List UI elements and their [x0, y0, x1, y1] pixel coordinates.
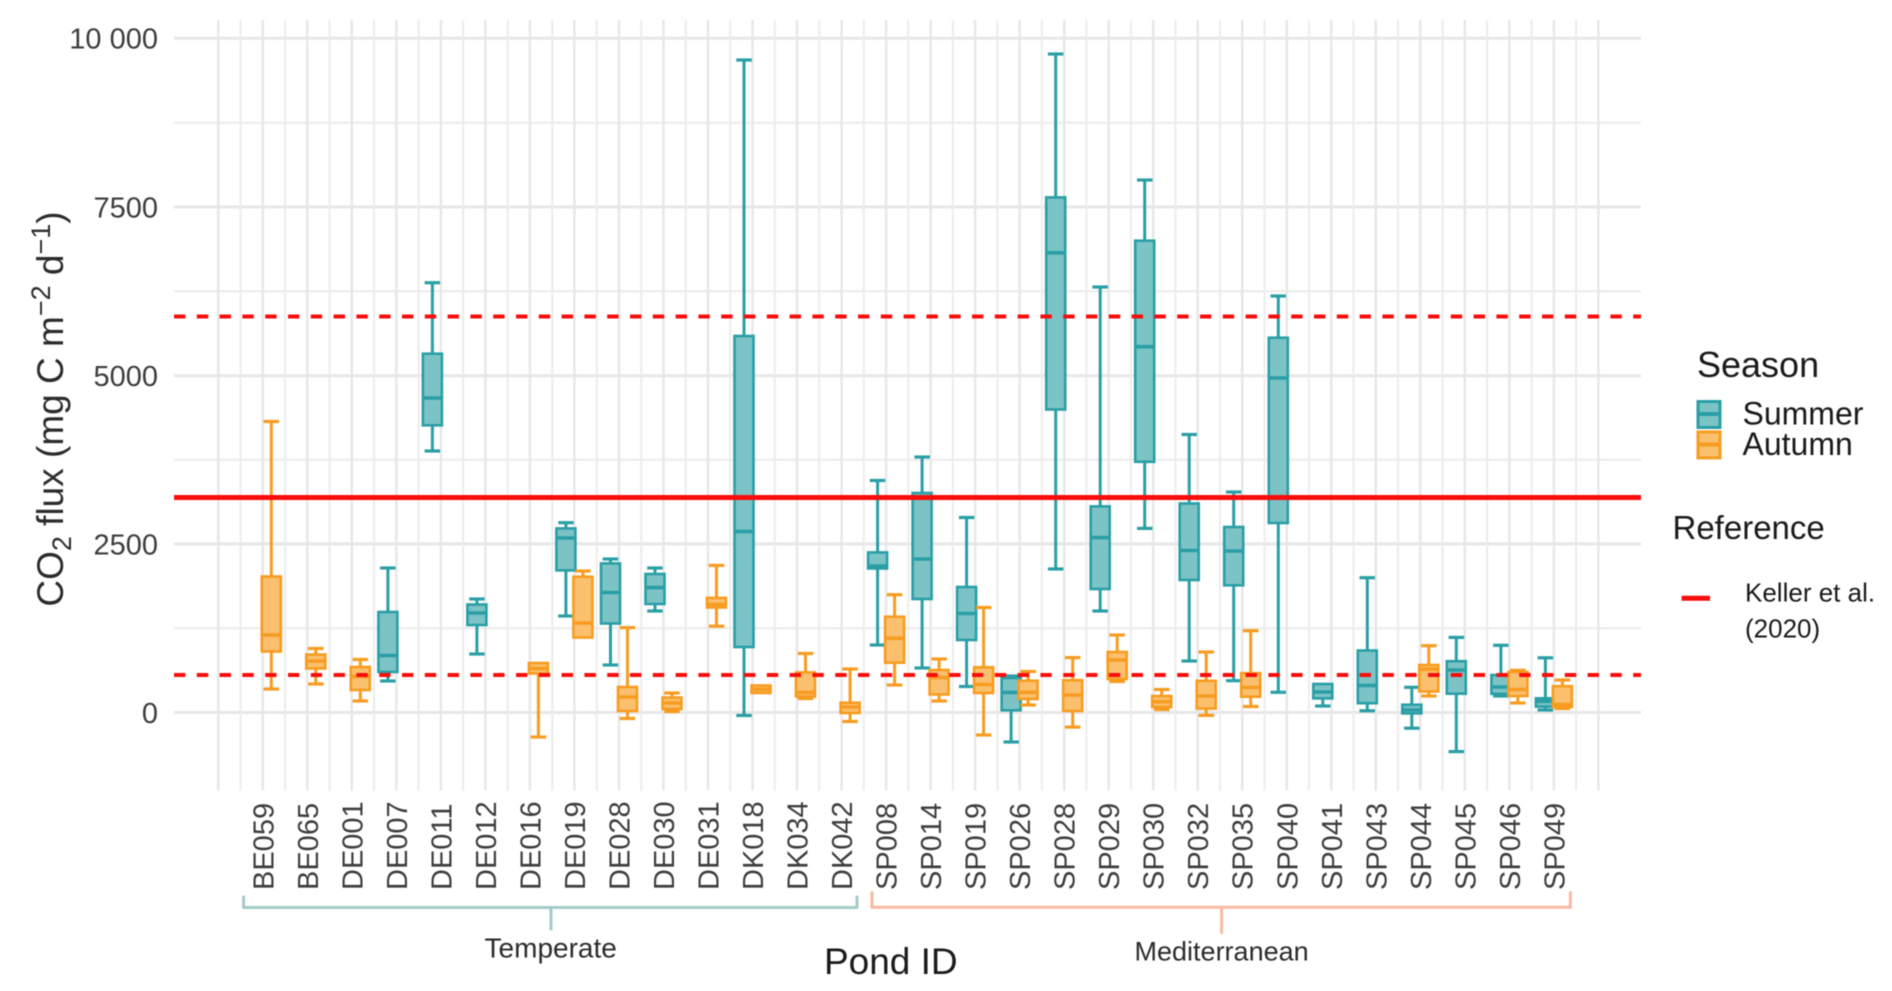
svg-text:SP049: SP049	[1539, 803, 1571, 890]
svg-text:DE011: DE011	[426, 803, 458, 890]
svg-text:(2020): (2020)	[1745, 613, 1820, 643]
svg-text:0: 0	[142, 698, 158, 730]
svg-text:SP029: SP029	[1094, 803, 1126, 890]
svg-text:DK034: DK034	[783, 801, 815, 890]
svg-text:DE019: DE019	[560, 801, 592, 890]
svg-text:Pond ID: Pond ID	[824, 941, 958, 982]
svg-text:SP043: SP043	[1361, 803, 1393, 890]
svg-text:DE031: DE031	[694, 801, 726, 890]
svg-text:DE016: DE016	[515, 801, 547, 890]
svg-text:Reference: Reference	[1673, 509, 1825, 546]
svg-text:DE012: DE012	[471, 801, 503, 890]
svg-text:DE030: DE030	[649, 801, 681, 890]
svg-text:SP044: SP044	[1406, 803, 1438, 890]
svg-text:SP045: SP045	[1450, 803, 1482, 890]
svg-text:DE028: DE028	[605, 801, 637, 890]
svg-text:DK018: DK018	[738, 801, 770, 890]
svg-text:DE007: DE007	[382, 801, 414, 890]
svg-text:10 000: 10 000	[69, 24, 158, 56]
svg-text:SP035: SP035	[1228, 803, 1260, 890]
svg-text:Summer: Summer	[1743, 396, 1864, 432]
svg-text:Autumn: Autumn	[1743, 426, 1853, 462]
svg-text:Temperate: Temperate	[485, 933, 617, 964]
svg-text:2500: 2500	[93, 529, 158, 561]
svg-text:BE059: BE059	[248, 803, 280, 890]
svg-text:SP040: SP040	[1272, 803, 1304, 890]
svg-text:DK042: DK042	[827, 801, 859, 890]
svg-text:7500: 7500	[93, 193, 158, 225]
svg-text:SP019: SP019	[961, 803, 993, 890]
svg-text:SP026: SP026	[1005, 803, 1037, 890]
svg-text:SP028: SP028	[1050, 803, 1082, 890]
svg-text:BE065: BE065	[293, 803, 325, 890]
svg-text:SP032: SP032	[1183, 803, 1215, 890]
svg-text:SP014: SP014	[916, 803, 948, 890]
svg-text:Keller et al.: Keller et al.	[1745, 578, 1875, 608]
svg-text:SP030: SP030	[1139, 803, 1171, 890]
svg-text:5000: 5000	[93, 361, 158, 393]
svg-text:SP046: SP046	[1495, 803, 1527, 890]
svg-text:SP041: SP041	[1317, 803, 1349, 890]
svg-text:Season: Season	[1697, 344, 1819, 385]
svg-text:Mediterranean: Mediterranean	[1135, 937, 1309, 967]
svg-text:CO2 flux (mg C m−2 d−1): CO2 flux (mg C m−2 d−1)	[26, 211, 77, 606]
svg-text:DE001: DE001	[337, 801, 369, 890]
svg-text:SP008: SP008	[872, 803, 904, 890]
